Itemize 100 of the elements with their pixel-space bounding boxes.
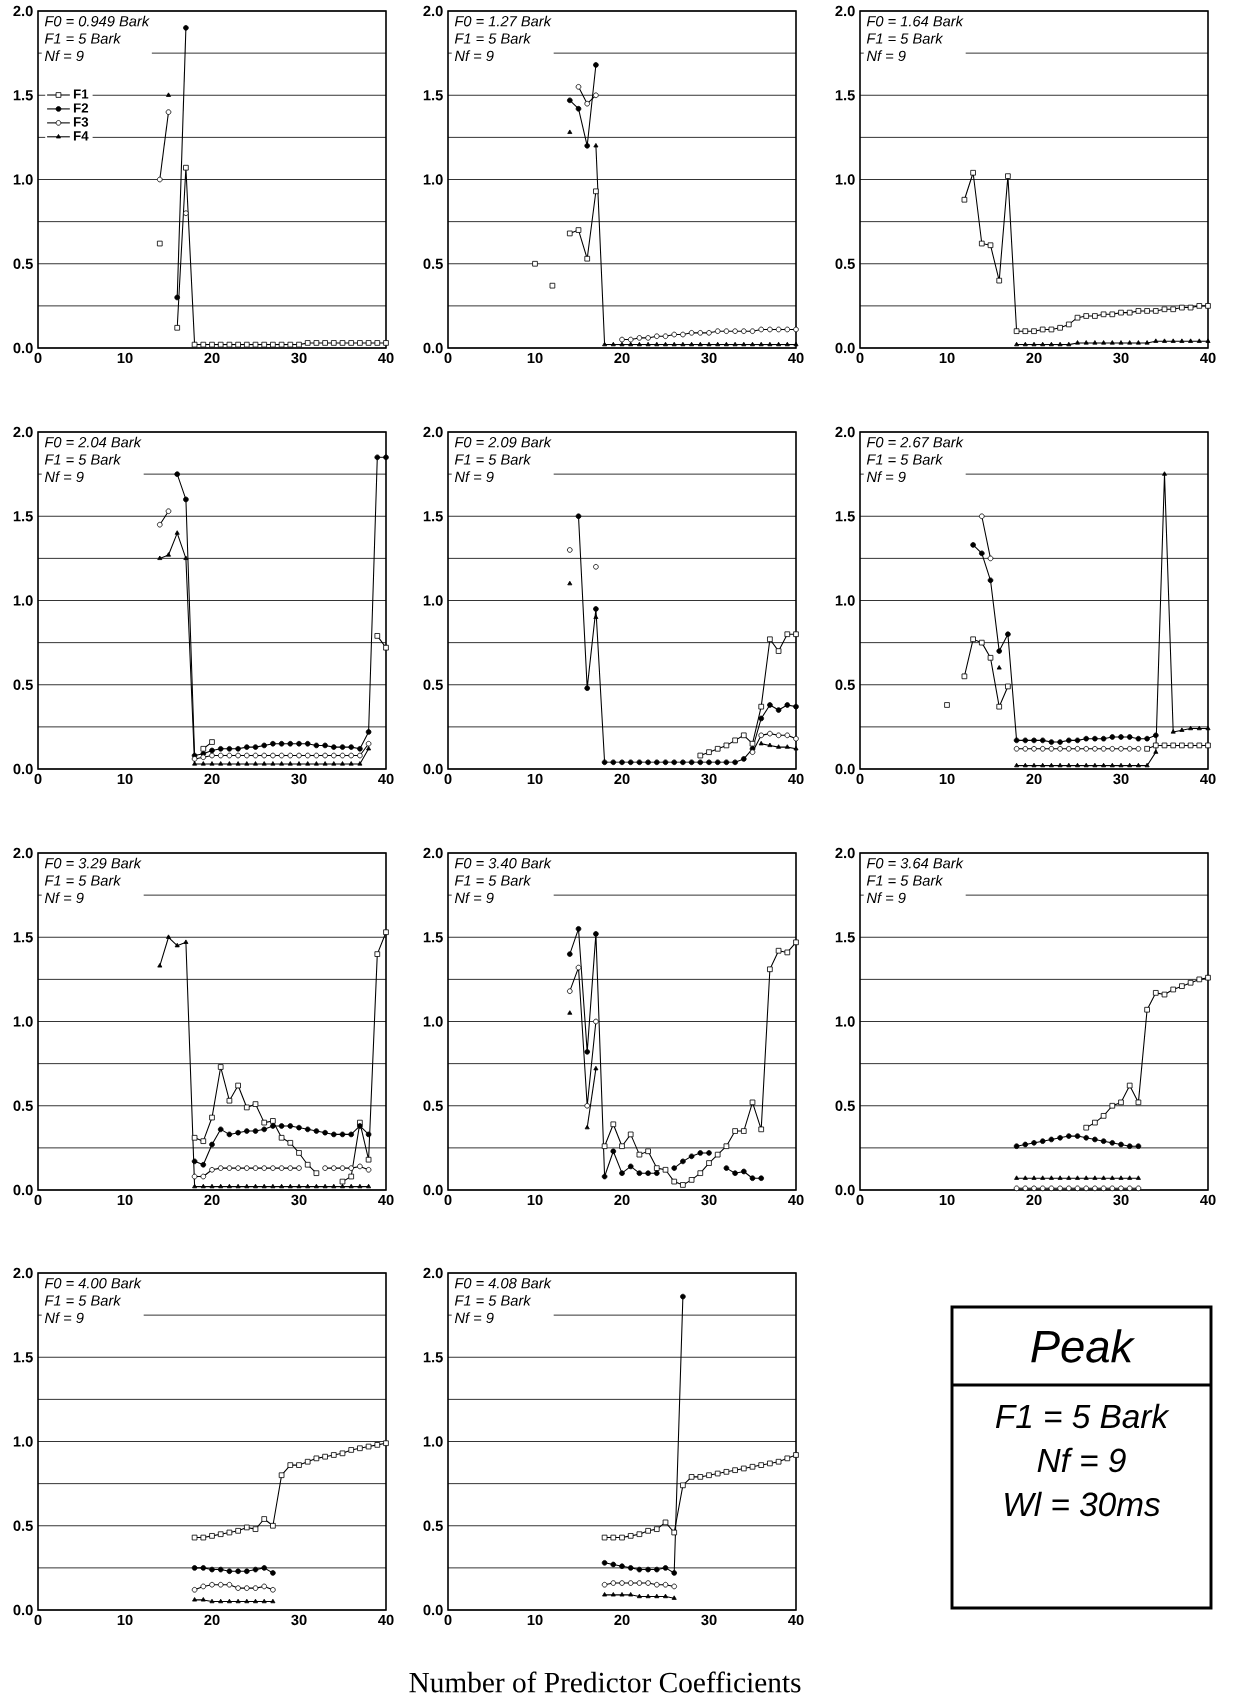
x-tick-label: 30: [1113, 1194, 1129, 1206]
y-tick-label: 0.0: [423, 1604, 443, 1616]
x-tick-label: 30: [701, 352, 717, 364]
y-tick-label: 1.5: [423, 1352, 443, 1363]
y-tick-label: 0.5: [13, 679, 33, 690]
y-tick-label: 1.0: [423, 174, 443, 185]
x-tick-label: 30: [1113, 773, 1129, 785]
annotation: Nf = 9: [44, 1312, 84, 1324]
x-tick-label: 10: [939, 352, 955, 364]
text: F1 = 5 Bark: [995, 1403, 1170, 1429]
x-tick-label: 40: [378, 773, 394, 785]
annotation: Nf = 9: [454, 892, 494, 904]
y-tick-label: 1.5: [835, 90, 855, 101]
x-tick-label: 40: [788, 352, 804, 364]
y-tick-label: 1.5: [13, 932, 33, 943]
y-tick-label: 1.0: [423, 1436, 443, 1447]
x-tick-label: 40: [378, 1194, 394, 1206]
y-tick-label: 1.0: [423, 1016, 443, 1027]
x-tick-label: 0: [444, 352, 452, 364]
annotation: F1 = 5 Bark: [44, 1294, 122, 1306]
y-tick-label: 0.5: [423, 1520, 443, 1531]
y-tick-label: 2.0: [13, 1267, 33, 1279]
x-tick-label: 20: [204, 1614, 220, 1626]
y-tick-label: 0.5: [13, 1100, 33, 1111]
annotation: F1 = 5 Bark: [866, 32, 944, 44]
y-tick-label: 2.0: [13, 5, 33, 17]
x-tick-label: 0: [34, 1614, 42, 1626]
y-tick-label: 1.5: [13, 511, 33, 522]
x-tick-label: 20: [614, 1194, 630, 1206]
y-tick-label: 1.5: [423, 932, 443, 943]
x-tick-label: 40: [788, 773, 804, 785]
annotation: F1 = 5 Bark: [44, 32, 122, 44]
x-tick-label: 0: [856, 1194, 864, 1206]
x-tick-label: 0: [444, 1194, 452, 1206]
annotation: F0 = 3.29 Bark: [44, 857, 142, 869]
x-tick-label: 20: [1026, 1194, 1042, 1206]
y-tick-label: 2.0: [423, 1267, 443, 1279]
annotation: F0 = 4.08 Bark: [454, 1277, 552, 1289]
x-tick-label: 40: [788, 1194, 804, 1206]
y-tick-label: 1.0: [835, 595, 855, 606]
x-tick-label: 30: [291, 1194, 307, 1206]
y-tick-label: 2.0: [13, 426, 33, 438]
annotation: F1 = 5 Bark: [866, 874, 944, 886]
annotation: F1 = 5 Bark: [454, 453, 532, 465]
x-tick-label: 40: [1200, 773, 1216, 785]
annotation: F1 = 5 Bark: [454, 1294, 532, 1306]
y-tick-label: 0.5: [423, 679, 443, 690]
x-tick-label: 30: [1113, 352, 1129, 364]
text: Peak: [1031, 1329, 1136, 1363]
annotation: Nf = 9: [454, 50, 494, 62]
x-tick-label: 40: [788, 1614, 804, 1626]
x-tick-label: 10: [939, 773, 955, 785]
x-tick-label: 30: [291, 773, 307, 785]
legend-label: F4: [73, 131, 89, 141]
annotation: F1 = 5 Bark: [454, 874, 532, 886]
annotation: F0 = 1.27 Bark: [454, 15, 552, 27]
y-tick-label: 0.0: [423, 763, 443, 775]
y-tick-label: 0.5: [835, 258, 855, 269]
x-tick-label: 20: [1026, 773, 1042, 785]
y-tick-label: 1.5: [835, 511, 855, 522]
x-tick-label: 0: [444, 773, 452, 785]
x-tick-label: 0: [34, 352, 42, 364]
y-tick-label: 0.5: [13, 258, 33, 269]
x-tick-label: 30: [701, 1194, 717, 1206]
y-tick-label: 2.0: [835, 847, 855, 859]
annotation: Nf = 9: [866, 892, 906, 904]
x-tick-label: 10: [527, 773, 543, 785]
y-tick-label: 1.0: [423, 595, 443, 606]
y-tick-label: 1.0: [13, 1016, 33, 1027]
annotation: F0 = 3.40 Bark: [454, 857, 552, 869]
x-tick-label: 30: [701, 1614, 717, 1626]
x-tick-label: 20: [204, 1194, 220, 1206]
x-tick-label: 40: [378, 352, 394, 364]
y-tick-label: 2.0: [423, 847, 443, 859]
y-tick-label: 0.0: [13, 342, 33, 354]
y-tick-label: 0.5: [13, 1520, 33, 1531]
y-tick-label: 2.0: [423, 426, 443, 438]
text: Wl = 30ms: [1005, 1491, 1160, 1517]
x-tick-label: 10: [117, 773, 133, 785]
y-tick-label: 2.0: [13, 847, 33, 859]
x-tick-label: 10: [527, 1194, 543, 1206]
x-tick-label: 20: [204, 352, 220, 364]
annotation: F1 = 5 Bark: [866, 453, 944, 465]
legend-label: F2: [73, 103, 89, 113]
x-tick-label: 20: [614, 352, 630, 364]
annotation: F1 = 5 Bark: [44, 874, 122, 886]
x-tick-label: 40: [1200, 1194, 1216, 1206]
y-tick-label: 1.5: [13, 1352, 33, 1363]
annotation: Nf = 9: [454, 1312, 494, 1324]
x-tick-label: 0: [34, 773, 42, 785]
x-tick-label: 30: [701, 773, 717, 785]
annotation: F0 = 0.949 Bark: [44, 15, 150, 27]
x-tick-label: 20: [614, 1614, 630, 1626]
annotation: Nf = 9: [44, 892, 84, 904]
y-tick-label: 0.0: [835, 1184, 855, 1196]
x-tick-label: 10: [939, 1194, 955, 1206]
annotation: F0 = 2.67 Bark: [866, 436, 964, 448]
x-tick-label: 0: [856, 352, 864, 364]
y-tick-label: 1.0: [835, 174, 855, 185]
x-axis-title: Number of Predictor Coefficients: [409, 1671, 801, 1693]
